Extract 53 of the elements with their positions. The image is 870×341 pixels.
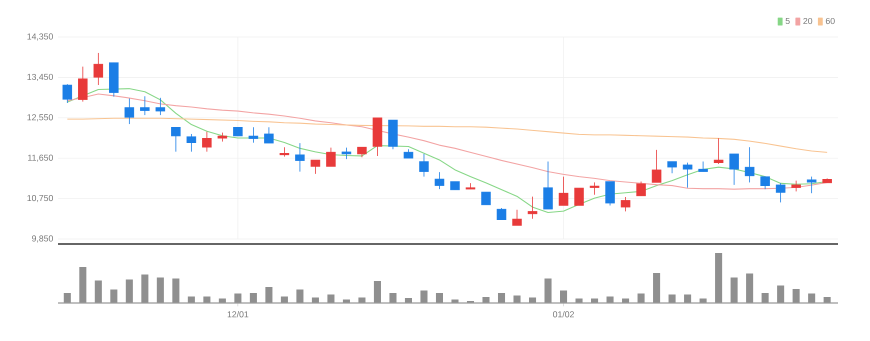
candlestick bbox=[357, 146, 367, 158]
legend-label: 20 bbox=[803, 18, 812, 24]
candlestick bbox=[528, 196, 538, 220]
candlestick bbox=[682, 162, 692, 188]
candlestick bbox=[667, 161, 677, 174]
candlestick bbox=[466, 182, 476, 190]
candlestick bbox=[776, 182, 786, 203]
candlestick bbox=[264, 126, 274, 144]
candlestick bbox=[248, 126, 258, 144]
candlestick bbox=[714, 138, 724, 164]
candlestick bbox=[186, 134, 196, 152]
candlestick bbox=[760, 176, 770, 190]
candlestick bbox=[295, 142, 305, 172]
candlestick bbox=[342, 147, 352, 160]
candlestick bbox=[729, 154, 739, 186]
candlestick bbox=[310, 160, 320, 174]
candlestick bbox=[78, 66, 88, 102]
candlestick bbox=[590, 182, 600, 196]
candlestick bbox=[202, 131, 212, 152]
candlestick bbox=[62, 84, 72, 104]
candlestick bbox=[156, 97, 166, 116]
candlestick bbox=[481, 192, 491, 206]
candlestick bbox=[94, 52, 104, 86]
candlestick bbox=[496, 208, 506, 220]
y-tick-label: 12,550 bbox=[27, 114, 53, 122]
candlestick bbox=[434, 172, 444, 190]
legend-label: 5 bbox=[786, 18, 790, 24]
y-tick-label: 13,450 bbox=[27, 74, 53, 81]
candlestick bbox=[791, 180, 801, 192]
y-tick-label: 10,750 bbox=[27, 195, 53, 202]
candlestick bbox=[744, 146, 754, 183]
candlestick bbox=[806, 176, 816, 194]
candlestick bbox=[543, 161, 553, 210]
candlestick bbox=[280, 146, 290, 158]
candlestick bbox=[140, 96, 150, 116]
candlestick bbox=[419, 154, 429, 177]
candlestick bbox=[620, 196, 630, 212]
candlestick bbox=[512, 209, 522, 226]
candlestick bbox=[558, 176, 568, 206]
y-tick-label: 14,350 bbox=[27, 33, 53, 41]
x-tick-label: 12/01 bbox=[228, 311, 248, 318]
candlestick bbox=[605, 181, 615, 206]
candlestick bbox=[171, 126, 181, 152]
candlestick bbox=[326, 147, 336, 167]
candlestick bbox=[636, 181, 646, 196]
candlestick bbox=[698, 161, 708, 172]
candlestick bbox=[652, 149, 662, 183]
candlestick bbox=[124, 98, 134, 124]
y-tick-label: 11,650 bbox=[28, 154, 53, 162]
y-tick-label: 9,850 bbox=[32, 235, 53, 243]
candlestick bbox=[574, 188, 584, 206]
x-tick-label: 01/02 bbox=[553, 311, 574, 318]
legend-label: 60 bbox=[826, 18, 835, 24]
